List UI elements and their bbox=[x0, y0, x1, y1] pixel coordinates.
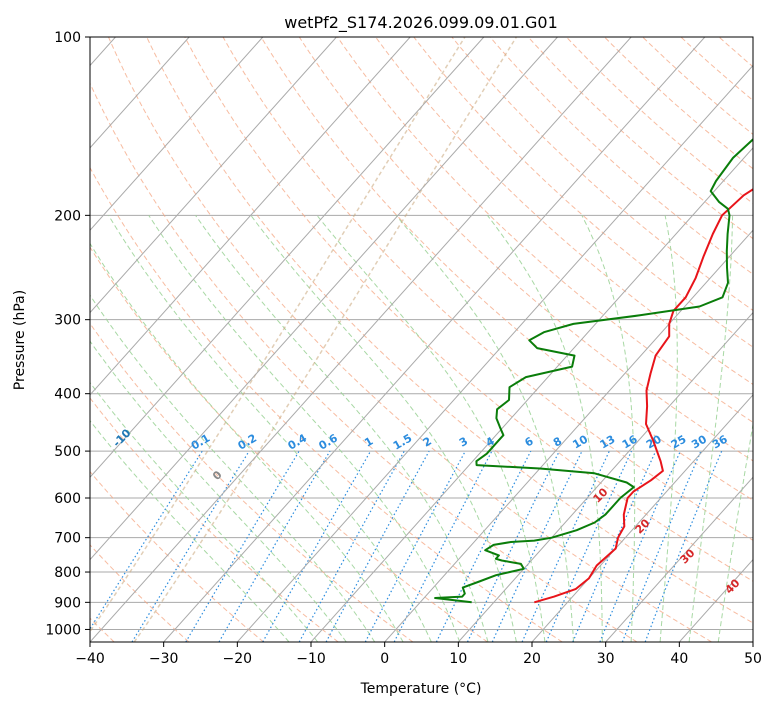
y-tick-label: 100 bbox=[54, 30, 81, 46]
x-tick-label: −10 bbox=[296, 651, 326, 667]
x-tick-label: 0 bbox=[380, 651, 389, 667]
y-tick-label: 800 bbox=[54, 565, 81, 581]
y-tick-label: 500 bbox=[54, 444, 81, 460]
y-axis-label: Pressure (hPa) bbox=[12, 290, 28, 390]
x-tick-label: 50 bbox=[744, 651, 762, 667]
x-tick-label: −20 bbox=[223, 651, 253, 667]
x-tick-label: 20 bbox=[523, 651, 541, 667]
y-tick-label: 400 bbox=[54, 387, 81, 403]
x-tick-label: 30 bbox=[597, 651, 615, 667]
y-tick-label: 300 bbox=[54, 313, 81, 329]
y-tick-label: 1000 bbox=[45, 622, 81, 638]
y-tick-label: 600 bbox=[54, 491, 81, 507]
x-tick-label: −30 bbox=[149, 651, 179, 667]
y-tick-label: 700 bbox=[54, 531, 81, 547]
x-tick-label: 40 bbox=[670, 651, 688, 667]
x-tick-label: 10 bbox=[449, 651, 467, 667]
y-tick-label: 900 bbox=[54, 595, 81, 611]
y-tick-label: 200 bbox=[54, 208, 81, 224]
x-axis-label: Temperature (°C) bbox=[360, 681, 482, 697]
chart-title: wetPf2_S174.2026.099.09.01.G01 bbox=[284, 13, 558, 33]
x-tick-label: −40 bbox=[75, 651, 105, 667]
